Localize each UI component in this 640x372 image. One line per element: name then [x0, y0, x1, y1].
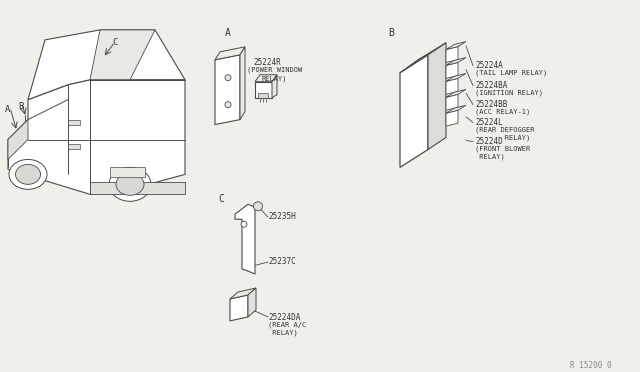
Polygon shape: [272, 75, 277, 98]
Polygon shape: [400, 55, 428, 167]
Text: B: B: [388, 28, 394, 38]
Polygon shape: [90, 182, 185, 194]
Polygon shape: [68, 144, 80, 150]
Text: RELAY): RELAY): [261, 76, 287, 82]
Polygon shape: [68, 119, 80, 125]
Polygon shape: [446, 73, 466, 81]
Circle shape: [241, 221, 247, 227]
Circle shape: [225, 75, 231, 81]
Polygon shape: [428, 43, 446, 150]
Circle shape: [253, 202, 262, 211]
Text: 25224DA: 25224DA: [268, 313, 300, 322]
Text: 25224L: 25224L: [475, 118, 503, 126]
Polygon shape: [110, 167, 145, 177]
Text: 25235H: 25235H: [268, 212, 296, 221]
Text: R 15200 0: R 15200 0: [570, 361, 612, 370]
Text: (TAIL LAMP RELAY): (TAIL LAMP RELAY): [475, 70, 547, 76]
Polygon shape: [230, 295, 248, 321]
Ellipse shape: [15, 164, 40, 185]
Text: A: A: [5, 105, 10, 113]
Polygon shape: [240, 47, 245, 119]
Text: (ACC RELAY-1): (ACC RELAY-1): [475, 109, 531, 115]
Text: (FRONT BLOWER: (FRONT BLOWER: [475, 145, 531, 152]
Polygon shape: [255, 82, 272, 98]
Text: (REAR A/C: (REAR A/C: [268, 322, 307, 328]
Text: 25224A: 25224A: [475, 61, 503, 70]
Text: 25224BB: 25224BB: [475, 100, 508, 109]
Text: A: A: [225, 28, 231, 38]
Text: (IGNITION RELAY): (IGNITION RELAY): [475, 90, 543, 96]
Ellipse shape: [116, 173, 144, 195]
Text: 25237C: 25237C: [268, 257, 296, 266]
Polygon shape: [235, 204, 255, 274]
Text: (POWER WINDOW: (POWER WINDOW: [247, 67, 302, 73]
Polygon shape: [446, 58, 466, 65]
Polygon shape: [446, 62, 458, 78]
Polygon shape: [215, 47, 245, 60]
Polygon shape: [28, 30, 185, 100]
Text: RELAY): RELAY): [268, 330, 298, 336]
Polygon shape: [230, 288, 256, 299]
Text: 25224BA: 25224BA: [475, 81, 508, 90]
Polygon shape: [258, 93, 268, 98]
Ellipse shape: [109, 167, 151, 201]
Polygon shape: [446, 78, 458, 94]
Text: 25224R: 25224R: [253, 58, 281, 67]
Polygon shape: [90, 30, 155, 80]
Ellipse shape: [9, 160, 47, 189]
Polygon shape: [446, 94, 458, 110]
Polygon shape: [446, 42, 466, 49]
Text: C: C: [112, 38, 117, 47]
Polygon shape: [8, 119, 28, 160]
Polygon shape: [400, 43, 446, 73]
Text: (REAR DEFOGGER: (REAR DEFOGGER: [475, 126, 534, 133]
Text: RELAY): RELAY): [475, 135, 531, 141]
Polygon shape: [446, 46, 458, 62]
Polygon shape: [248, 288, 256, 317]
Text: B: B: [18, 102, 24, 110]
Polygon shape: [255, 75, 277, 82]
Polygon shape: [446, 110, 458, 126]
Polygon shape: [446, 105, 466, 113]
Text: RELAY): RELAY): [475, 154, 505, 160]
Text: C: C: [218, 194, 224, 204]
Polygon shape: [215, 55, 240, 125]
Polygon shape: [8, 80, 185, 194]
Polygon shape: [446, 89, 466, 97]
Text: 25224D: 25224D: [475, 137, 503, 145]
Circle shape: [225, 102, 231, 108]
